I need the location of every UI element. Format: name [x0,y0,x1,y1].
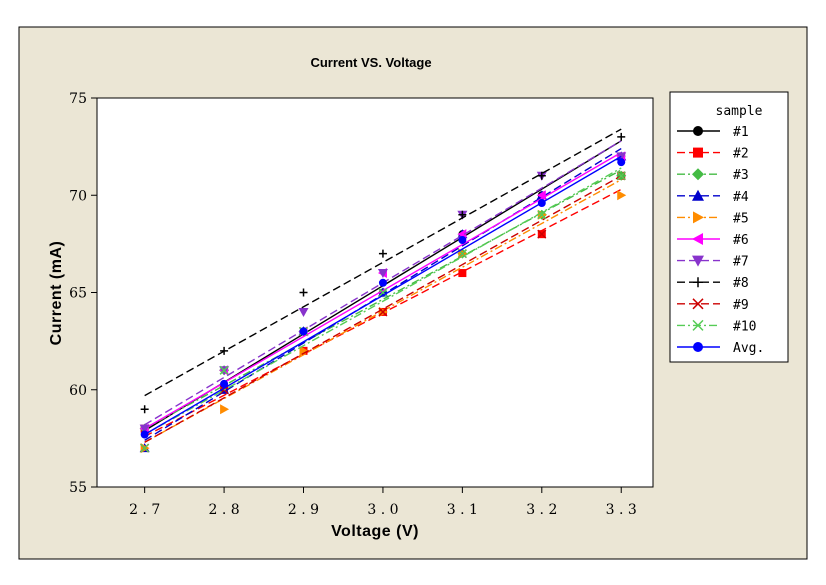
series-8 [140,128,626,414]
x-tick-label: 3 . 3 [606,502,637,518]
legend-marker [693,211,704,224]
legend-item: #6 [677,233,749,248]
legend-label: #9 [733,298,749,313]
legend-label: #5 [733,211,749,226]
legend-item: #4 [677,189,749,205]
data-point [537,171,546,180]
legend-label: #10 [733,319,756,334]
series-avg [140,155,626,439]
legend-item: #8 [677,276,749,291]
data-point [378,307,388,317]
x-tick-label: 2 . 7 [129,502,160,518]
data-point [536,190,546,201]
legend-marker [692,319,704,331]
data-point [377,269,388,279]
legend-marker [692,189,704,201]
data-point [617,132,626,141]
legend-item: #1 [677,125,749,140]
series-layer [139,128,627,454]
data-point [617,190,627,201]
plot-area [96,97,654,488]
data-point [219,365,229,375]
y-tick-label: 70 [69,188,87,204]
data-point [378,287,388,298]
legend: #1 #2 #3 #4 #5 #6 #7 #8 #9 #10 Avg. [677,125,764,356]
data-point [537,210,547,220]
legend-item: #5 [677,211,749,226]
legend-item: #3 [677,168,749,183]
data-point [140,443,150,453]
data-point [220,379,229,388]
data-point [299,327,308,336]
legend-marker [693,147,703,158]
y-tick-label: 55 [69,480,87,496]
y-tick-label: 65 [69,286,87,302]
legend-item: Avg. [677,341,764,356]
chart-title: Current VS. Voltage [310,55,431,70]
data-point [220,404,230,415]
legend-marker [693,126,703,136]
x-tick-label: 3 . 1 [447,502,478,518]
legend-marker [693,342,703,352]
legend-marker [692,233,703,245]
legend-item: #7 [677,255,749,270]
x-tick-label: 3 . 2 [526,502,557,518]
data-point [139,424,150,434]
data-point [378,249,387,258]
legend-marker [693,277,703,288]
data-point [299,288,308,297]
legend-marker [692,168,704,181]
x-tick-label: 2 . 9 [288,502,319,518]
x-axis-label: Voltage (V) [331,523,419,540]
legend-label: Avg. [733,341,764,356]
y-tick-label: 60 [69,383,87,399]
data-point [458,269,467,278]
legend-item: #10 [677,319,756,334]
legend-label: #6 [733,233,749,248]
x-tick-label: 2 . 8 [208,502,239,518]
legend-marker [692,255,704,267]
data-point [616,171,626,181]
legend-label: #8 [733,276,749,291]
data-point [299,345,309,356]
y-axis-label: Current (mA) [48,241,65,346]
y-axis: 55 60 65 70 75 [69,91,97,496]
data-point [140,405,149,414]
data-point [617,158,626,167]
fit-line [144,167,622,436]
data-point [458,235,467,244]
legend-item: #9 [677,298,749,313]
legend-label: #1 [733,125,749,140]
fit-line [144,175,622,443]
legend-title: sample [716,104,763,119]
legend-item: #2 [677,147,749,162]
legend-label: #2 [733,147,749,162]
data-point [378,278,387,287]
x-axis: 2 . 7 2 . 8 2 . 9 3 . 0 3 . 1 3 . 2 3 . 3 [129,487,637,518]
data-point [458,210,467,219]
data-point [298,307,309,317]
legend-box [669,91,789,363]
data-point [537,199,546,208]
legend-label: #4 [733,190,749,205]
x-tick-label: 3 . 0 [367,502,398,518]
data-point [220,346,229,355]
data-point [140,430,149,439]
data-point [537,229,547,239]
legend-label: #3 [733,168,749,183]
legend-marker [692,298,704,310]
legend-label: #7 [733,255,749,270]
y-tick-label: 75 [69,91,87,107]
